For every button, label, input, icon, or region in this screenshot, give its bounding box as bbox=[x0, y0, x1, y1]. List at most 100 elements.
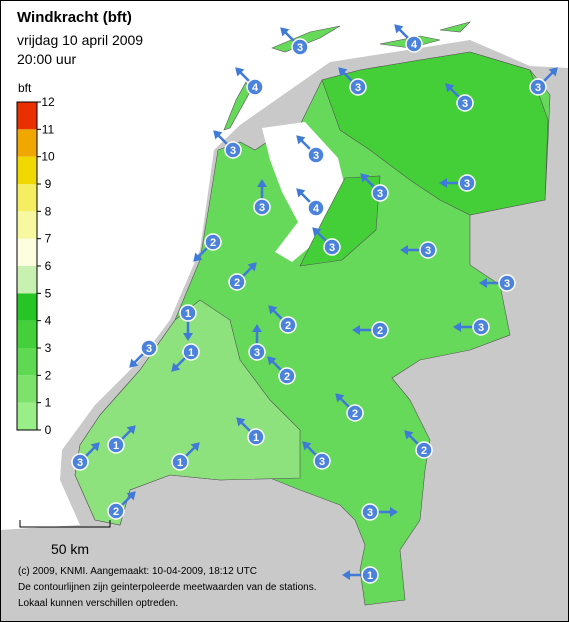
stations: 3 4 4 3 3 3 3 3 3 3 3 4 2 3 3 2 3 2 1 2 3 3 3 1 2 2 1 2 1 3 1 3 2 3 1 bbox=[71, 24, 558, 584]
station-marker bbox=[204, 233, 222, 251]
legend-tick-label: 10 bbox=[41, 150, 55, 164]
arrow-head bbox=[129, 358, 139, 368]
arrow-head bbox=[126, 425, 136, 435]
station: 2 bbox=[268, 305, 297, 334]
station: 3 bbox=[280, 27, 309, 56]
station: 3 bbox=[296, 135, 325, 164]
legend-tick-label: 12 bbox=[41, 95, 55, 109]
legend-tick-label: 5 bbox=[45, 286, 52, 300]
arrow-head bbox=[342, 570, 350, 580]
legend-band bbox=[17, 102, 37, 130]
arrow-head bbox=[267, 356, 277, 366]
legend-tick-label: 2 bbox=[45, 368, 52, 382]
station-marker bbox=[307, 199, 325, 217]
legend-band bbox=[17, 129, 37, 157]
legend-unit: bft bbox=[18, 81, 32, 95]
station: 3 bbox=[445, 83, 474, 112]
station: 3 bbox=[439, 174, 476, 192]
station: 3 bbox=[312, 227, 341, 256]
arrow-head bbox=[479, 278, 487, 288]
station: 3 bbox=[302, 441, 331, 470]
arrow-head bbox=[360, 173, 370, 183]
station-value: 4 bbox=[313, 203, 320, 215]
station-value: 2 bbox=[352, 408, 358, 420]
station-value: 1 bbox=[367, 570, 373, 582]
station-marker bbox=[472, 318, 490, 336]
station: 4 bbox=[235, 67, 264, 96]
sea bbox=[0, 0, 569, 530]
arrow-head bbox=[213, 130, 223, 140]
arrow-head bbox=[183, 333, 193, 341]
station-marker bbox=[179, 304, 197, 322]
station: 3 bbox=[453, 318, 490, 336]
footer-line: De contourlijnen zijn geinterpoleerde me… bbox=[18, 582, 317, 593]
station-marker bbox=[456, 94, 474, 112]
station-value: 2 bbox=[210, 237, 216, 249]
station-marker bbox=[419, 241, 437, 259]
station: 1 bbox=[171, 343, 200, 372]
station: 3 bbox=[129, 339, 158, 368]
title: Windkracht (bft) bbox=[17, 9, 132, 26]
legend-tick-label: 11 bbox=[42, 122, 55, 136]
arrow-head bbox=[252, 324, 262, 332]
station-value: 1 bbox=[185, 308, 191, 320]
station-value: 2 bbox=[377, 325, 383, 337]
station-value: 3 bbox=[313, 150, 319, 162]
legend-band bbox=[17, 375, 37, 403]
station: 3 bbox=[253, 179, 271, 216]
legend-band bbox=[17, 293, 37, 321]
station-marker bbox=[323, 238, 341, 256]
arrow-head bbox=[312, 227, 322, 237]
station: 3 bbox=[248, 324, 266, 361]
arrow-head bbox=[247, 262, 257, 272]
station: 2 bbox=[404, 430, 433, 459]
arrow-head bbox=[257, 179, 267, 187]
station: 1 bbox=[236, 417, 265, 446]
header: Windkracht (bft) vrijdag 10 april 2009 2… bbox=[17, 9, 143, 95]
time: 20:00 uur bbox=[17, 51, 76, 67]
station-value: 3 bbox=[230, 145, 236, 157]
station-marker bbox=[248, 343, 266, 361]
station-marker bbox=[278, 367, 296, 385]
arrow-head bbox=[352, 325, 360, 335]
station-value: 3 bbox=[504, 278, 510, 290]
station-value: 3 bbox=[254, 347, 260, 359]
legend-band bbox=[17, 402, 37, 430]
station-marker bbox=[498, 274, 516, 292]
station-marker bbox=[71, 453, 89, 471]
legend-band bbox=[17, 238, 37, 266]
scale-line bbox=[19, 520, 111, 528]
arrow-head bbox=[193, 252, 203, 262]
legend-band bbox=[17, 211, 37, 239]
station-marker bbox=[371, 321, 389, 339]
station-marker bbox=[246, 78, 264, 96]
station-value: 3 bbox=[319, 456, 325, 468]
station-marker bbox=[361, 503, 379, 521]
station-marker bbox=[140, 339, 158, 357]
station: 1 bbox=[342, 566, 379, 584]
station-marker bbox=[313, 452, 331, 470]
station-marker bbox=[182, 343, 200, 361]
station: 2 bbox=[267, 356, 296, 385]
station-marker bbox=[107, 436, 125, 454]
legend-tick-label: 1 bbox=[45, 396, 52, 410]
station-value: 3 bbox=[355, 82, 361, 94]
station-value: 3 bbox=[77, 457, 83, 469]
station-marker bbox=[107, 502, 125, 520]
legend-tick-label: 4 bbox=[45, 314, 52, 328]
station-marker bbox=[349, 78, 367, 96]
station-value: 3 bbox=[478, 322, 484, 334]
arrow-head bbox=[296, 135, 306, 145]
footer: (c) 2009, KNMI. Aangemaakt: 10-04-2009, … bbox=[18, 566, 317, 609]
station: 3 bbox=[338, 67, 367, 96]
scale-bar: 50 km bbox=[19, 520, 111, 557]
arrow-head bbox=[335, 393, 345, 403]
station: 1 bbox=[107, 425, 136, 454]
station: 2 bbox=[107, 491, 136, 520]
arrow-head bbox=[400, 245, 408, 255]
station-value: 4 bbox=[411, 39, 418, 51]
station-value: 3 bbox=[535, 82, 541, 94]
legend-band bbox=[17, 184, 37, 212]
station-value: 1 bbox=[188, 347, 194, 359]
